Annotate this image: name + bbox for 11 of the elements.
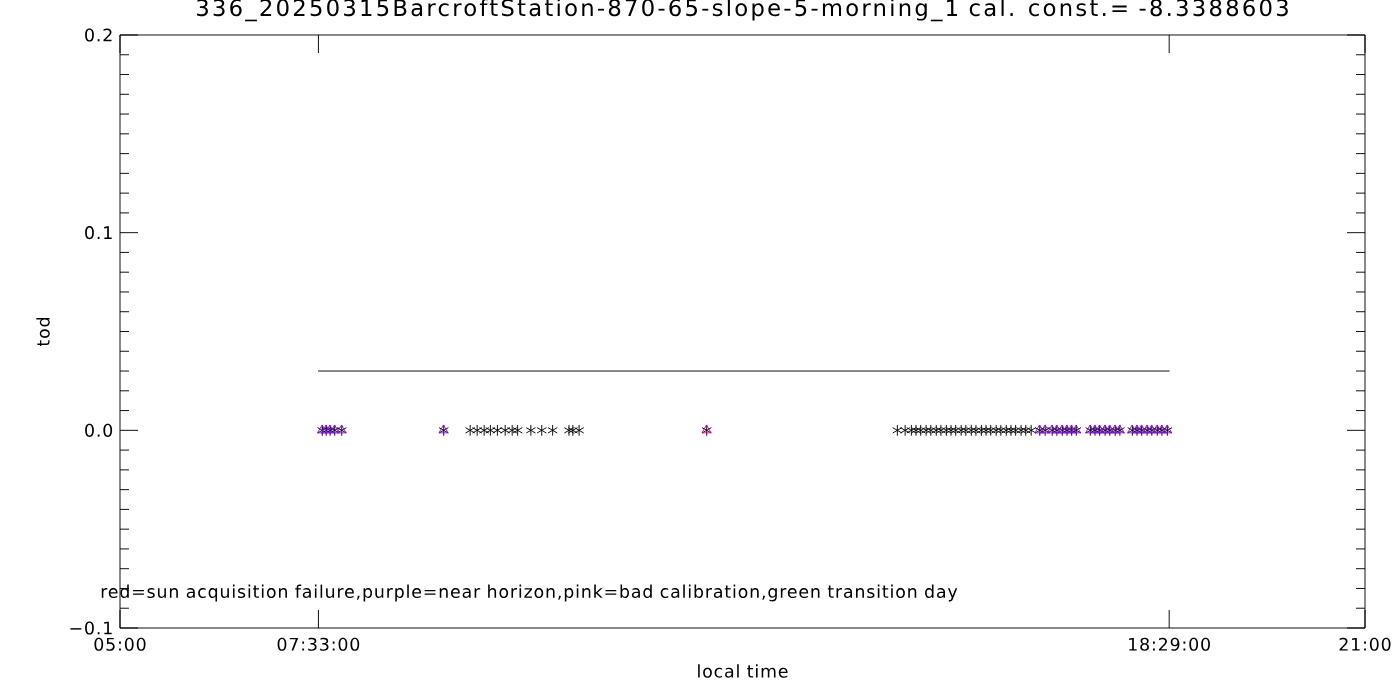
x-tick-label: 18:29:00 [1129, 637, 1210, 651]
x-tick-label: 21:00 [1339, 637, 1391, 651]
x-tick-label: 07:33:00 [277, 637, 360, 651]
y-tick-label: 0.1 [85, 226, 112, 240]
x-axis-title: local time [698, 664, 788, 678]
y-axis-title: tod [36, 318, 50, 347]
y-tick-label: 0.2 [85, 28, 112, 42]
y-tick-label: 0.0 [85, 423, 113, 437]
x-tick-label: 05:00 [94, 637, 146, 651]
y-tick-label: −0.1 [70, 621, 112, 635]
annotation: red=sun acquisition failure,purple=near horizon,pink=bad calibration,green transition day [101, 584, 958, 602]
